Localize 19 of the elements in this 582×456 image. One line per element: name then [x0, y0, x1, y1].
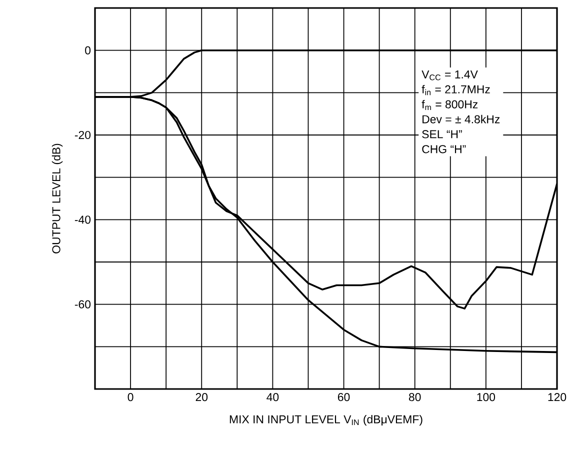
x-axis-title: MIX IN INPUT LEVEL V$_{IN}$ (dBμVEMF)	[230, 414, 422, 426]
y-tick-label: -40	[74, 216, 91, 224]
x-tick-label: 0	[128, 393, 134, 402]
annotation: f$_{m}$ = 800Hz	[422, 100, 478, 110]
y-tick-label: -20	[74, 130, 91, 140]
x-tick-label: 80	[408, 393, 421, 402]
x-tick-label: 120	[548, 393, 566, 402]
annotation: CHG “H”	[422, 145, 466, 154]
annotation: SEL “H”	[422, 130, 462, 138]
annotation: f$_{in}$ = 21.7MHz	[422, 85, 490, 96]
y-tick-label: 0	[85, 46, 91, 54]
x-tick-label: 100	[477, 393, 496, 402]
x-tick-label: 20	[196, 393, 208, 402]
x-tick-label: 60	[338, 393, 350, 402]
annotation: V$_{CC}$ = 1.4V	[422, 70, 478, 80]
y-axis-title: OUTPUT LEVEL (dB)	[52, 144, 63, 254]
y-tick-label: -60	[74, 300, 91, 308]
x-tick-label: 40	[266, 393, 279, 402]
annotation: Dev = ± 4.8kHz	[422, 114, 500, 124]
